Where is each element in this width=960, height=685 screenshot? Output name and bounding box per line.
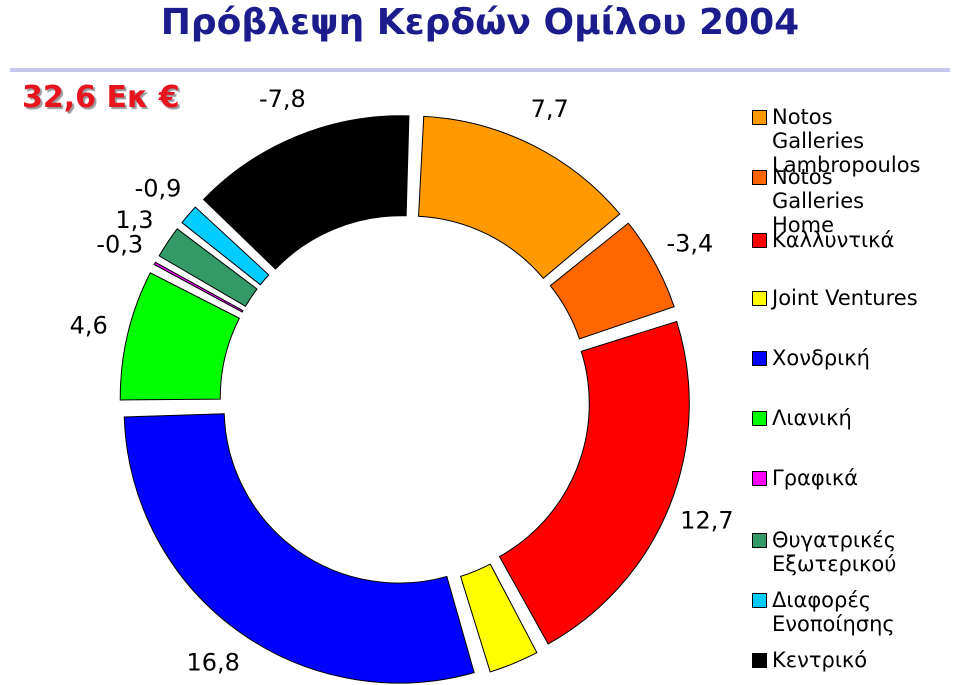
data-label: 1,3: [115, 206, 153, 234]
legend-label: Κεντρικό: [772, 648, 868, 672]
legend-label: Χονδρική: [772, 346, 870, 370]
legend-swatch: [752, 351, 767, 366]
legend-swatch: [752, 411, 767, 426]
legend-label: Θυγατρικές Εξωτερικού: [772, 528, 897, 576]
legend-label: Notos Galleries Home: [772, 165, 865, 237]
legend-label: Λιανική: [772, 406, 852, 430]
data-label: -3,4: [667, 230, 714, 258]
legend-label: Γραφικά: [772, 466, 859, 490]
legend-swatch: [752, 533, 767, 548]
title-rule: [10, 68, 950, 72]
donut-segment: [158, 228, 258, 307]
data-label: -0,3: [96, 230, 143, 258]
legend-label: Διαφορές Ενοποίησης: [772, 588, 895, 636]
donut-segment: [119, 272, 241, 401]
donut-segment: [498, 320, 690, 645]
donut-segment: [123, 413, 475, 684]
data-label: -7,8: [259, 85, 306, 113]
donut-segment: [418, 115, 621, 280]
legend-swatch: [752, 653, 767, 668]
chart-title: Πρόβλεψη Κερδών Ομίλου 2004: [160, 2, 800, 43]
donut-segment: [153, 261, 244, 313]
donut-segment: [549, 222, 675, 340]
legend-swatch: [752, 471, 767, 486]
total-label: 32,6 Εκ €: [22, 80, 180, 115]
legend-label: Joint Ventures: [772, 286, 918, 310]
data-label: 12,7: [680, 506, 733, 534]
legend-swatch: [752, 291, 767, 306]
donut-segment: [459, 563, 538, 673]
legend-swatch: [752, 593, 767, 608]
data-label: 4,6: [70, 311, 108, 339]
data-label: 16,8: [187, 648, 240, 676]
donut-segment: [181, 206, 270, 286]
legend-swatch: [752, 170, 767, 185]
legend-label: Καλλυντικά: [772, 228, 895, 252]
legend-swatch: [752, 110, 767, 125]
legend-swatch: [752, 233, 767, 248]
data-label: -0,9: [135, 175, 182, 203]
data-label: 7,7: [531, 95, 569, 123]
legend-label: Notos Galleries Lambropoulos: [772, 105, 921, 177]
donut-segment: [202, 115, 410, 270]
